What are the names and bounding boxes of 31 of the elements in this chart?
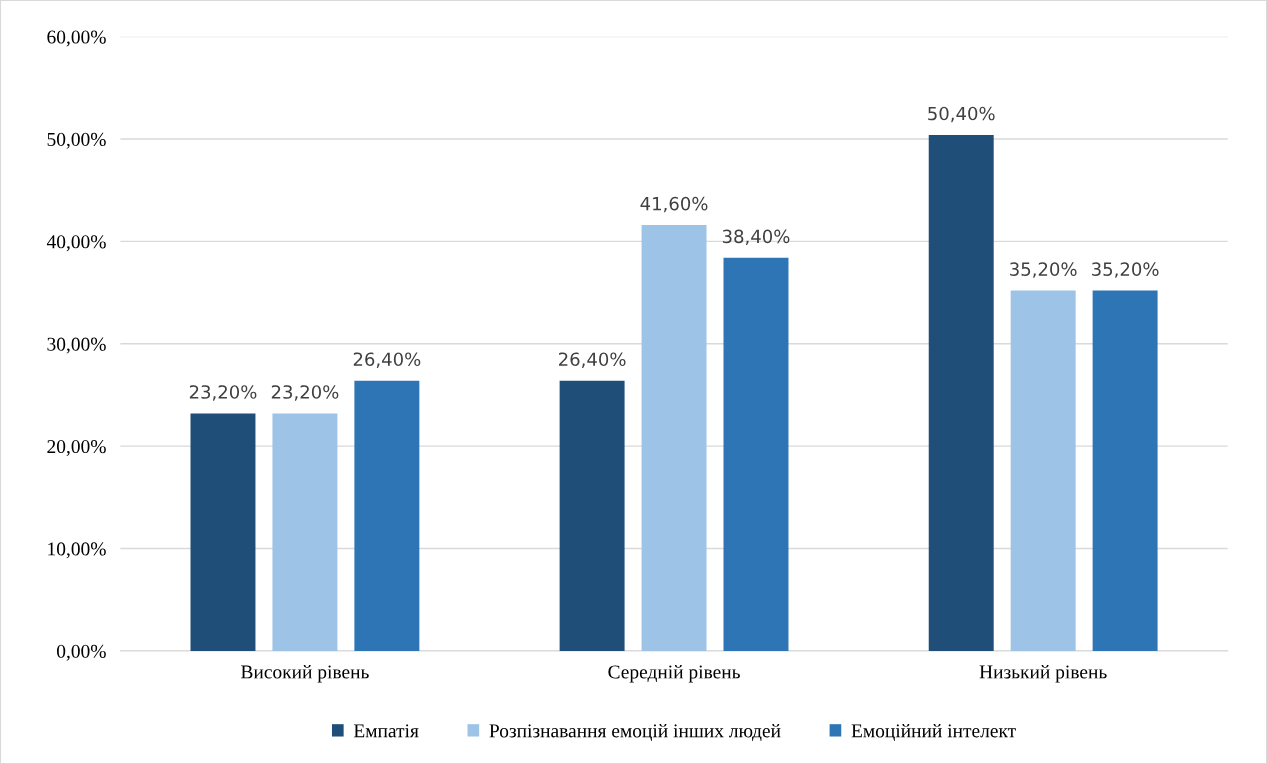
bar: [272, 413, 338, 651]
data-label: 35,20%: [1092, 262, 1159, 278]
bar: [641, 225, 707, 651]
legend-label: Емпатія: [353, 724, 419, 738]
bar: [190, 413, 256, 651]
bar: [1010, 290, 1076, 651]
data-label: 23,20%: [271, 385, 339, 401]
data-label: 50,40%: [928, 106, 995, 123]
data-label: 35,20%: [1010, 262, 1077, 278]
x-tick-label: Середній рівень: [608, 665, 740, 683]
data-label: 26,40%: [353, 352, 421, 368]
legend-label: Емоційний інтелект: [851, 723, 1016, 741]
data-label: 38,40%: [722, 229, 790, 246]
y-tick-label: 20,00%: [47, 439, 106, 456]
x-tick-label: Високий рівень: [241, 665, 369, 683]
y-tick-label: 40,00%: [46, 235, 106, 252]
y-tick-label: 10,00%: [48, 542, 106, 559]
bar: [1092, 290, 1158, 651]
y-tick-label: 0,00%: [56, 644, 106, 661]
x-tick-label: Низький рівень: [979, 665, 1107, 683]
data-label: 41,60%: [640, 196, 708, 213]
y-tick-label: 50,00%: [47, 132, 106, 149]
bar: [723, 257, 789, 651]
data-label: 26,40%: [559, 352, 626, 368]
y-tick-label: 30,00%: [47, 337, 106, 354]
y-tick-label: 60,00%: [47, 30, 106, 47]
data-label: 23,20%: [189, 385, 257, 401]
bar: [559, 380, 625, 651]
bar: [928, 134, 994, 651]
bar: [354, 380, 420, 651]
legend-label: Розпізнавання емоцій інших людей: [489, 723, 781, 741]
